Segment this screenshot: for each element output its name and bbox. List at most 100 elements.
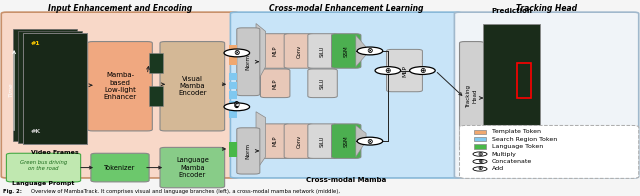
Bar: [229, 110, 237, 118]
Text: Input Enhancement and Encoding: Input Enhancement and Encoding: [48, 4, 192, 13]
Text: MLP: MLP: [402, 64, 407, 77]
Text: Search Region Token: Search Region Token: [492, 137, 557, 142]
Text: ⊗: ⊗: [234, 48, 240, 57]
FancyBboxPatch shape: [160, 42, 225, 131]
FancyBboxPatch shape: [460, 42, 484, 151]
Circle shape: [357, 137, 383, 145]
Polygon shape: [256, 112, 266, 171]
FancyBboxPatch shape: [454, 12, 639, 178]
Text: SSM: SSM: [344, 135, 349, 147]
FancyBboxPatch shape: [260, 124, 290, 158]
Text: MLP: MLP: [273, 78, 278, 89]
Polygon shape: [356, 35, 366, 67]
Text: ⊕: ⊕: [385, 66, 391, 75]
FancyBboxPatch shape: [149, 86, 163, 106]
FancyBboxPatch shape: [308, 69, 337, 98]
FancyBboxPatch shape: [230, 12, 461, 178]
Text: Conv: Conv: [296, 134, 301, 148]
FancyBboxPatch shape: [88, 42, 152, 131]
Text: Language
Mamba
Encoder: Language Mamba Encoder: [176, 157, 209, 178]
Bar: [229, 142, 237, 157]
FancyBboxPatch shape: [149, 53, 163, 73]
FancyBboxPatch shape: [460, 125, 639, 178]
Text: Template Token: Template Token: [492, 129, 541, 134]
Bar: [229, 82, 237, 89]
Bar: [229, 45, 237, 54]
Circle shape: [410, 67, 435, 74]
FancyBboxPatch shape: [260, 69, 290, 98]
Text: ⊕: ⊕: [419, 66, 426, 75]
Text: Tracking Head: Tracking Head: [516, 4, 577, 13]
Text: Mamba-
based
Low-light
Enhancer: Mamba- based Low-light Enhancer: [104, 72, 136, 100]
Text: ©: ©: [477, 159, 483, 164]
Text: Tracking
Head: Tracking Head: [466, 84, 477, 108]
FancyBboxPatch shape: [13, 29, 77, 141]
FancyBboxPatch shape: [483, 24, 540, 125]
Circle shape: [473, 152, 487, 156]
Text: Visual
Mamba
Encoder: Visual Mamba Encoder: [178, 76, 207, 96]
Text: ⊕: ⊕: [477, 166, 483, 172]
FancyBboxPatch shape: [308, 34, 337, 68]
FancyBboxPatch shape: [91, 153, 149, 182]
Text: Green bus driving
on the road: Green bus driving on the road: [20, 160, 67, 171]
Text: Language Token: Language Token: [492, 144, 543, 149]
Text: Conv: Conv: [296, 44, 301, 58]
Bar: [474, 137, 486, 141]
Text: SiLU: SiLU: [320, 135, 325, 147]
Text: ©: ©: [233, 102, 241, 111]
Polygon shape: [256, 24, 266, 84]
FancyBboxPatch shape: [237, 28, 260, 96]
Circle shape: [224, 103, 250, 111]
Text: Norm: Norm: [246, 54, 251, 70]
Bar: [474, 144, 486, 149]
Text: Concatenate: Concatenate: [492, 159, 532, 164]
Text: Prediction: Prediction: [492, 8, 532, 14]
Text: SiLU: SiLU: [320, 78, 325, 89]
Circle shape: [357, 47, 383, 55]
Circle shape: [375, 67, 401, 74]
Text: SSM: SSM: [344, 45, 349, 57]
Circle shape: [473, 167, 487, 171]
Bar: [229, 91, 237, 99]
Text: MLP: MLP: [273, 46, 278, 56]
FancyBboxPatch shape: [387, 49, 422, 92]
Circle shape: [473, 159, 487, 164]
FancyBboxPatch shape: [18, 31, 82, 143]
FancyBboxPatch shape: [284, 124, 314, 158]
FancyBboxPatch shape: [332, 124, 361, 158]
FancyBboxPatch shape: [160, 147, 225, 188]
Circle shape: [224, 49, 250, 57]
Polygon shape: [356, 125, 366, 157]
Text: #1: #1: [31, 41, 40, 46]
FancyBboxPatch shape: [6, 153, 81, 182]
Text: MLP: MLP: [273, 136, 278, 146]
Bar: [229, 101, 237, 108]
Text: Time: Time: [8, 83, 13, 97]
Text: Cross-modal Enhancement Learning: Cross-modal Enhancement Learning: [269, 4, 423, 13]
Text: Multiply: Multiply: [492, 152, 516, 157]
FancyBboxPatch shape: [284, 34, 314, 68]
Bar: [229, 73, 237, 80]
Text: Overview of MambaTrack. It comprises visual and language branches (left), a cros: Overview of MambaTrack. It comprises vis…: [31, 189, 340, 194]
Text: SiLU: SiLU: [320, 45, 325, 57]
Bar: [474, 130, 486, 134]
Text: Add: Add: [492, 166, 504, 172]
Bar: [229, 56, 237, 65]
Text: Fig. 2:: Fig. 2:: [3, 189, 24, 194]
Text: Cross-modal Mamba: Cross-modal Mamba: [306, 177, 386, 183]
FancyBboxPatch shape: [237, 128, 260, 174]
Text: #K: #K: [31, 129, 41, 134]
FancyBboxPatch shape: [332, 34, 361, 68]
FancyBboxPatch shape: [260, 34, 290, 68]
Text: ⊗: ⊗: [367, 46, 373, 55]
Text: Language Prompt: Language Prompt: [12, 181, 75, 186]
Text: Video Frames: Video Frames: [31, 150, 79, 155]
FancyBboxPatch shape: [23, 33, 87, 144]
Text: ⊗: ⊗: [477, 152, 483, 157]
FancyBboxPatch shape: [23, 33, 87, 144]
FancyBboxPatch shape: [308, 124, 337, 158]
Text: ⊗: ⊗: [367, 137, 373, 146]
FancyBboxPatch shape: [1, 12, 239, 178]
Text: Norm: Norm: [246, 143, 251, 159]
Text: Tokenizer: Tokenizer: [104, 165, 136, 171]
